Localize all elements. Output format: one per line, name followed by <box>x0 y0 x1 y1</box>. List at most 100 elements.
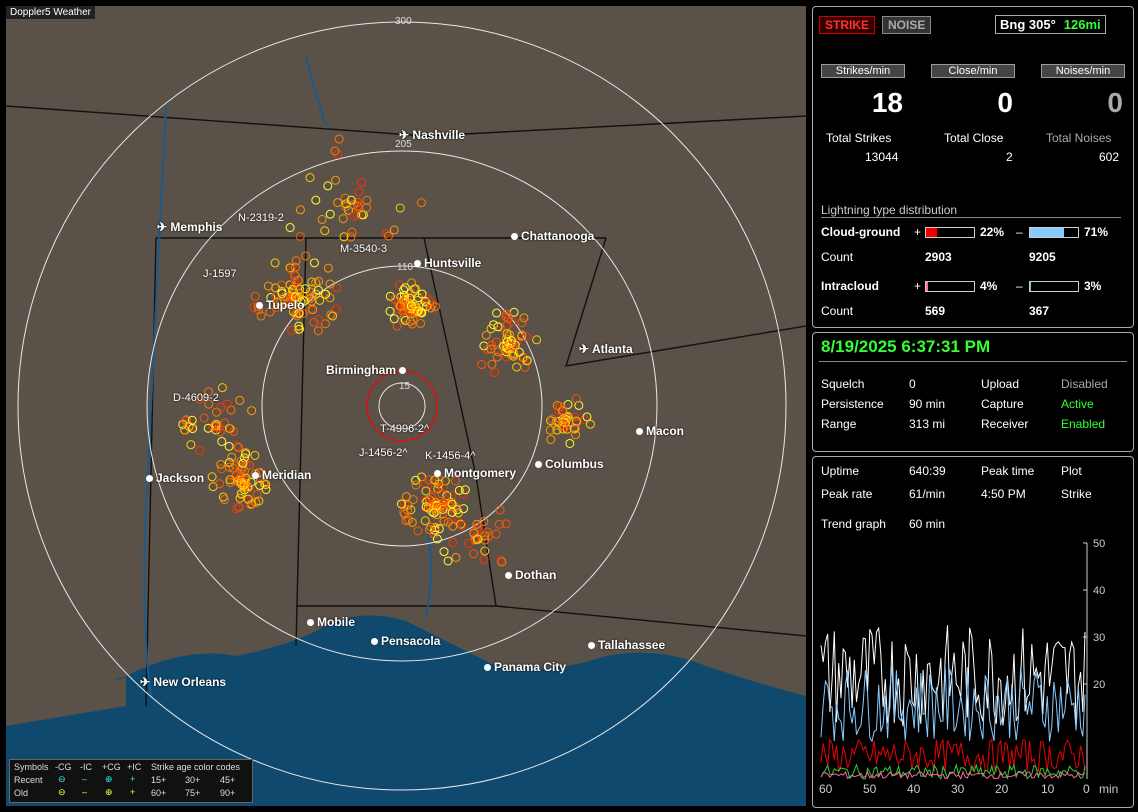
plot-value[interactable]: Strike <box>1061 487 1092 501</box>
strike-marker <box>430 302 440 312</box>
strike-marker <box>416 308 426 318</box>
peak-rate-value: 61/min <box>909 487 946 501</box>
strike-marker <box>309 317 319 327</box>
sensor-label: T-4996-2^ <box>380 423 430 435</box>
strike-marker <box>399 296 409 306</box>
noise-button[interactable]: NOISE <box>882 16 932 34</box>
trend-neg-cg-line <box>820 666 1086 743</box>
strike-marker <box>346 232 356 242</box>
close-min-button[interactable]: Close/min <box>931 64 1015 78</box>
strike-marker <box>291 256 301 266</box>
ring-label: 110 <box>397 262 413 273</box>
city-chattanooga: Chattanooga <box>511 229 594 243</box>
strike-marker <box>224 441 234 451</box>
city-atlanta: ✈ Atlanta <box>579 342 633 356</box>
strike-marker <box>226 405 236 415</box>
sensor-label: J-1456-2^ <box>359 447 408 459</box>
strike-marker <box>409 284 419 294</box>
pos-cg-icon: ⊕ <box>105 787 113 797</box>
strike-marker <box>314 276 324 286</box>
trend-graph: 50 40 30 20 60 50 40 30 20 10 0 min <box>819 538 1118 796</box>
total-noises-label: Total Noises <box>1046 131 1112 145</box>
strike-marker <box>480 546 490 556</box>
strike-marker <box>444 499 454 509</box>
x-tick: 30 <box>951 782 965 796</box>
strike-marker <box>237 478 247 488</box>
trend-ic-line <box>820 763 1086 781</box>
strike-marker <box>429 508 439 518</box>
receiver-label: Receiver <box>981 417 1029 431</box>
strike-marker <box>557 406 567 416</box>
strike-markers <box>178 134 595 567</box>
state-borders <box>6 105 806 707</box>
strike-button[interactable]: STRIKE <box>819 16 876 34</box>
legend-age: 30+ <box>185 775 201 785</box>
noises-min-button[interactable]: Noises/min <box>1041 64 1125 78</box>
strike-marker <box>555 402 565 412</box>
strike-marker <box>389 314 399 324</box>
trend-y-ticks <box>1083 542 1087 685</box>
strike-marker <box>558 424 568 434</box>
total-close-label: Total Close <box>944 131 1004 145</box>
ic-count-label: Count <box>821 304 854 318</box>
uptime-label: Uptime <box>821 464 860 478</box>
strike-marker <box>431 501 441 511</box>
strike-marker <box>545 425 555 435</box>
strike-marker <box>323 263 333 273</box>
strike-marker <box>517 318 527 328</box>
strike-marker <box>395 203 405 213</box>
strike-marker <box>381 229 391 239</box>
capture-label: Capture <box>981 397 1024 411</box>
cg-negative-pct: 71% <box>1084 225 1109 239</box>
strike-marker <box>314 315 324 325</box>
strike-marker <box>244 460 254 470</box>
strike-marker <box>261 480 271 490</box>
airport-icon: ✈ <box>157 220 168 234</box>
city-jackson: Jackson <box>146 471 204 485</box>
cg-positive-bar <box>925 227 975 238</box>
strike-marker <box>547 414 557 424</box>
x-tick: 60 <box>819 782 833 796</box>
strike-marker <box>554 405 564 415</box>
strike-marker <box>448 538 458 548</box>
strike-marker <box>571 430 581 440</box>
strike-marker <box>563 400 573 410</box>
strike-marker <box>256 311 266 321</box>
strike-marker <box>295 288 305 298</box>
city-meridian: Meridian <box>252 468 311 482</box>
range-value: 313 mi <box>909 417 946 431</box>
strike-marker <box>295 205 305 215</box>
strike-marker <box>353 197 363 207</box>
strike-marker <box>339 232 349 242</box>
squelch-value: 0 <box>909 377 916 391</box>
cloud-ground-label: Cloud-ground <box>821 225 901 239</box>
airport-icon: ✈ <box>140 675 151 689</box>
strike-marker <box>479 516 489 526</box>
upload-label: Upload <box>981 377 1020 391</box>
strike-marker <box>411 305 421 315</box>
strike-map[interactable]: Doppler5 Weather 300 205 110 15 ✈ Nashvi… <box>6 6 806 806</box>
x-tick: 50 <box>863 782 877 796</box>
strike-marker <box>331 175 341 185</box>
strike-marker <box>490 368 500 378</box>
strike-marker <box>400 283 410 293</box>
strike-marker <box>228 463 238 473</box>
ic-positive-bar <box>925 281 975 292</box>
strike-marker <box>415 307 425 317</box>
strike-marker <box>236 456 246 466</box>
y-tick: 50 <box>1093 538 1105 550</box>
strike-marker <box>495 505 505 515</box>
strike-marker <box>437 489 447 499</box>
trend-total-line <box>820 625 1086 727</box>
strike-marker <box>332 283 342 293</box>
strike-marker <box>295 284 305 294</box>
receiver-value: Enabled <box>1061 417 1106 431</box>
strike-marker <box>399 285 409 295</box>
strikes-min-button[interactable]: Strikes/min <box>821 64 905 78</box>
trend-graph-value[interactable]: 60 min <box>909 517 946 531</box>
strike-marker <box>362 195 372 205</box>
cg-negative-count: 9205 <box>1029 250 1056 264</box>
city-new-orleans: ✈ New Orleans <box>140 675 227 689</box>
city-tupelo: Tupelo <box>256 298 304 312</box>
strike-marker <box>285 223 295 233</box>
